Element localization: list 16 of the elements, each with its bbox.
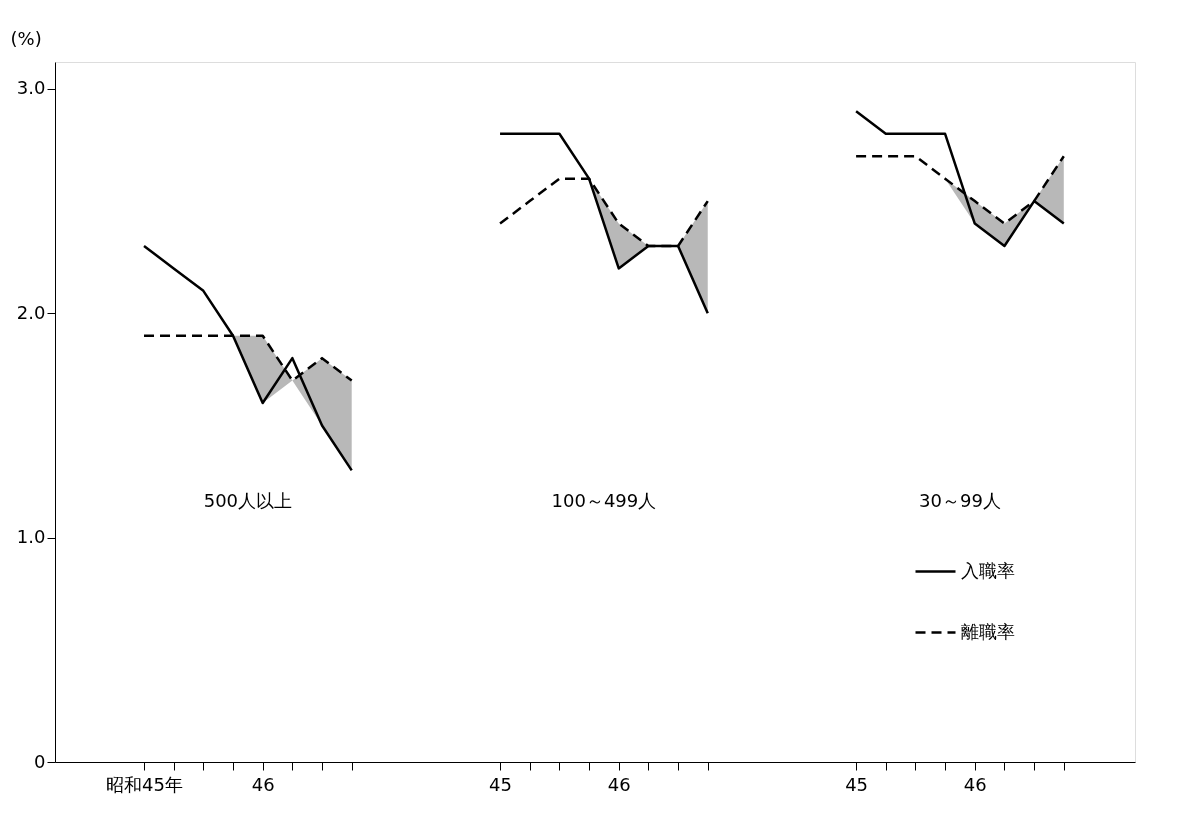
y-axis-title: (%) [10,27,42,49]
y-tick-label: 2.0 [16,301,46,323]
annotation: 500人以上 [203,490,293,511]
legend-label: 入職率 [961,559,1015,581]
x-tick-label: 46 [251,773,275,795]
legend-label: 離職率 [961,620,1015,642]
x-tick-label: 45 [845,773,869,795]
x-tick-label: 45 [489,773,513,795]
x-tick-label: 昭和45年 [106,773,183,795]
annotation: 100～499人 [551,490,657,511]
y-tick-label: 1.0 [16,526,46,548]
y-tick-label: 0 [34,750,46,772]
annotation: 30～99人 [919,490,1001,511]
y-tick-label: 3.0 [16,77,46,99]
x-tick-label: 46 [607,773,631,795]
x-tick-label: 46 [963,773,987,795]
